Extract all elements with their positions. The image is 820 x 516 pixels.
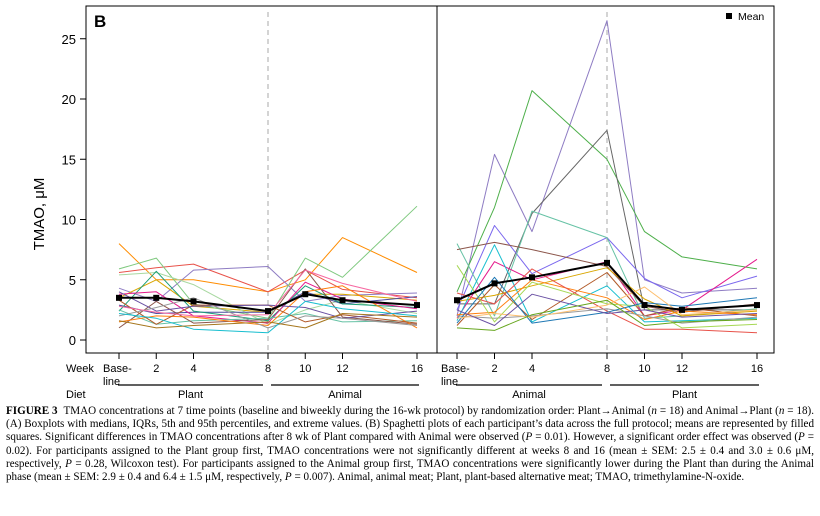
participant-line <box>456 267 758 317</box>
participant-line <box>118 313 418 329</box>
x-tick-label: 12 <box>336 363 348 375</box>
participant-line <box>118 269 418 317</box>
mean-lines <box>116 259 760 315</box>
x-tick-label: Base-line <box>103 363 132 388</box>
mean-marker <box>529 274 535 281</box>
x-tick-label: 8 <box>604 363 610 375</box>
legend-mean-marker <box>726 13 732 19</box>
mean-marker <box>679 306 685 313</box>
spaghetti-plot-figure: B TMAO, μM 0 5 10 15 20 25 Mean Week Diet Bas… <box>31 5 775 401</box>
mean-marker <box>754 302 760 309</box>
x-tick-label: 4 <box>529 363 535 375</box>
y-axis-label: TMAO, μM <box>31 178 48 251</box>
y-tick-label: 15 <box>62 152 76 167</box>
legend: Mean <box>726 11 764 23</box>
plot-frame <box>85 5 775 354</box>
x-tick-label: 16 <box>751 363 763 375</box>
y-axis: 0 5 10 15 20 25 <box>62 32 86 348</box>
participant-line <box>118 270 418 322</box>
x-tick-label: 12 <box>676 363 688 375</box>
y-tick-label: 10 <box>62 213 76 228</box>
y-tick-label: 25 <box>62 32 76 47</box>
diet-phase-label: Plant <box>672 389 697 401</box>
x-axis: Base-line 2 4 8 10 12 16 Base-line 2 4 8 10 12 16 <box>103 353 763 388</box>
diet-switch-lines <box>267 12 608 353</box>
mean-marker <box>339 297 346 304</box>
participant-line <box>456 265 758 329</box>
panel-label: B <box>94 12 106 31</box>
participant-line <box>118 300 418 334</box>
mean-marker <box>265 308 271 315</box>
x-tick-label: 2 <box>491 363 497 375</box>
participant-line <box>456 276 758 324</box>
x-tick-label: 10 <box>299 363 311 375</box>
x-tick-label: 10 <box>638 363 650 375</box>
x-tick-label: 4 <box>190 363 196 375</box>
x-tick-label: Base-line <box>441 363 470 388</box>
participant-line <box>118 297 418 329</box>
participant-line <box>456 308 758 324</box>
mean-marker <box>190 298 197 305</box>
diet-phase-label: Animal <box>512 389 546 401</box>
mean-marker <box>641 302 648 309</box>
week-row-label: Week <box>66 363 94 375</box>
diet-phase-label: Animal <box>328 389 362 401</box>
participant-line <box>456 299 758 331</box>
mean-marker <box>116 294 122 301</box>
caption-label: FIGURE 3 <box>6 405 58 417</box>
y-tick-label: 20 <box>62 92 76 107</box>
participant-line <box>118 268 418 329</box>
participant-line <box>456 293 758 326</box>
caption-text: TMAO concentrations at 7 time points (ba… <box>6 405 815 484</box>
diet-row-label: Diet <box>66 389 86 401</box>
x-tick-label: 2 <box>153 363 159 375</box>
participant-line <box>456 268 758 334</box>
participant-line <box>456 20 758 317</box>
x-tick-label: 8 <box>265 363 271 375</box>
mean-marker <box>302 291 309 298</box>
x-tick-label: 16 <box>411 363 423 375</box>
diet-phase-label: Plant <box>178 389 203 401</box>
mean-marker <box>414 302 420 309</box>
mean-marker <box>604 259 610 266</box>
participant-line <box>118 263 418 299</box>
mean-marker <box>491 280 498 287</box>
participant-line <box>456 90 758 293</box>
legend-mean-label: Mean <box>738 11 764 23</box>
mean-marker <box>153 294 160 301</box>
y-tick-label: 0 <box>69 333 76 348</box>
figure-caption: FIGURE 3 TMAO concentrations at 7 time p… <box>6 405 814 484</box>
y-tick-label: 5 <box>69 273 76 288</box>
mean-marker <box>454 297 460 304</box>
participant-line <box>456 244 758 323</box>
diet-phase-bars: Plant Animal Animal Plant <box>118 384 759 401</box>
participant-line <box>456 286 758 319</box>
participant-line <box>118 285 418 329</box>
